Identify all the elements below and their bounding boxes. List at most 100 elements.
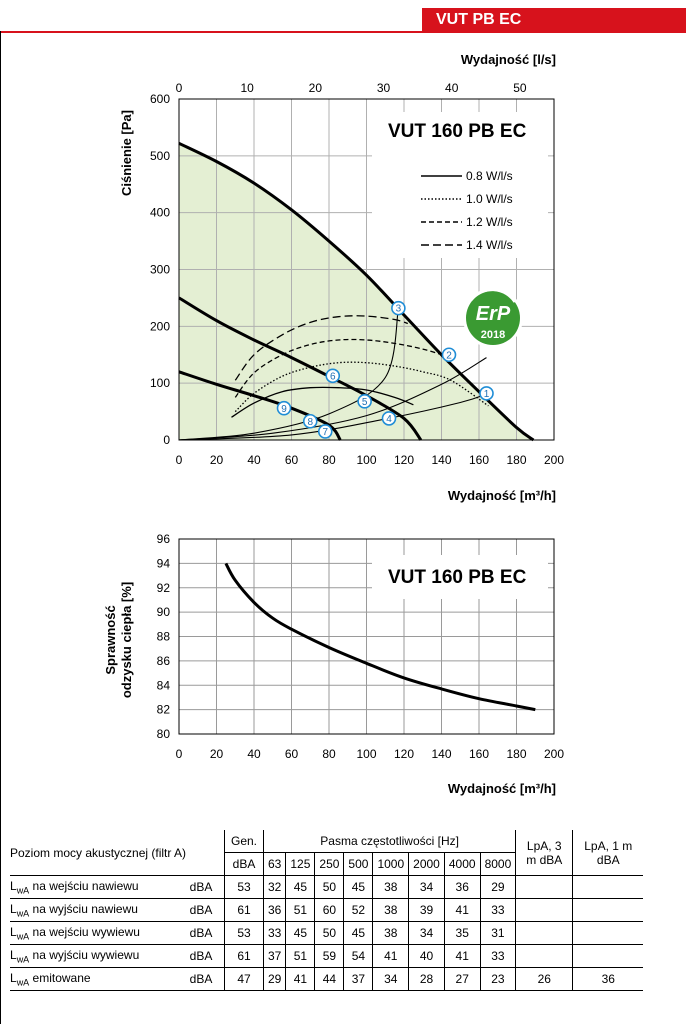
- acoustic-table: Poziom mocy akustycznej (filtr A) Gen. P…: [10, 830, 644, 991]
- x-tick-label: 20: [210, 453, 224, 467]
- lpa1-value: [572, 875, 644, 899]
- row-label: LwA na wyjściu nawiewu: [10, 898, 178, 922]
- band-value: 45: [343, 875, 374, 899]
- efficiency-chart-y-ticks: 80 82 84 86 88 90 92 94 96: [157, 532, 171, 741]
- y-tick-label: 82: [157, 703, 171, 717]
- band-value: 54: [343, 944, 374, 968]
- x-tick-label: 180: [506, 453, 526, 467]
- fan-curve: [178, 370, 342, 441]
- sfp-curves: [231, 315, 489, 418]
- band-value: 51: [285, 898, 316, 922]
- band-value: 52: [343, 898, 374, 922]
- row-unit: dBA: [178, 944, 225, 968]
- lpa3-value: [515, 898, 574, 922]
- band-value: 50: [314, 921, 345, 945]
- band-value: 29: [480, 875, 517, 899]
- operating-point: 3: [391, 300, 406, 316]
- gen-value: 47: [224, 967, 264, 991]
- top-tick-label: 20: [309, 81, 323, 95]
- gen-value: 53: [224, 875, 264, 899]
- top-tick-label: 50: [513, 81, 527, 95]
- lpa1-value: [572, 898, 644, 922]
- y-tick-label: 0: [163, 433, 170, 447]
- efficiency-chart-xlabel: Wydajność [m³/h]: [448, 781, 556, 796]
- band-header: 2000: [408, 852, 445, 876]
- operating-point-marker: [302, 413, 318, 429]
- operating-point-marker: [441, 347, 457, 363]
- x-tick-label: 160: [469, 747, 489, 761]
- y-tick-label: 100: [150, 376, 170, 390]
- gen-value: 61: [224, 944, 264, 968]
- table-row: LwA na wejściu wywiewu dBA 53 33 45 50 45 38 34 3…: [10, 921, 644, 945]
- legend: 0.8 W/l/s 1.0 W/l/s 1.2 W/l/s 1.4 W/l/s: [421, 169, 513, 252]
- efficiency-chart-x-ticks: 0 20 40 60 80 100 120 140 160 180 200: [176, 747, 565, 761]
- gen-value: 61: [224, 898, 264, 922]
- lpa3-value: [515, 921, 574, 945]
- legend-label: 1.0 W/l/s: [466, 192, 513, 206]
- band-value: 41: [444, 944, 481, 968]
- erp-badge-year: 2018: [481, 329, 505, 341]
- x-tick-label: 180: [506, 747, 526, 761]
- row-unit: dBA: [178, 898, 225, 922]
- x-tick-label: 0: [176, 453, 183, 467]
- band-value: 38: [372, 875, 410, 899]
- lpa3-header: LpA, 3 m dBA: [515, 830, 574, 876]
- band-value: 33: [480, 944, 517, 968]
- band-value: 33: [263, 921, 287, 945]
- band-header: 8000: [480, 852, 517, 876]
- x-tick-label: 80: [322, 747, 336, 761]
- operating-point-marker: [381, 411, 397, 426]
- lpa3-value: 26: [515, 967, 574, 991]
- page-left-rule: [0, 31, 1, 1024]
- table-row: LwA na wyjściu nawiewu dBA 61 36 51 60 52 38 39 4…: [10, 898, 644, 922]
- pressure-chart-top-xlabel: Wydajność [l/s]: [461, 52, 556, 67]
- efficiency-curve: [224, 562, 536, 712]
- erp-badge-label: ErP: [476, 303, 511, 325]
- table-row: LwA na wyjściu wywiewu dBA 61 37 51 59 54 41 40 4…: [10, 944, 644, 968]
- band-header: 500: [343, 852, 374, 876]
- band-value: 45: [285, 921, 316, 945]
- band-value: 41: [444, 898, 481, 922]
- pressure-chart-title: VUT 160 PB EC: [388, 121, 527, 142]
- top-tick-label: 0: [176, 81, 183, 95]
- y-tick-label: 92: [157, 581, 171, 595]
- band-value: 31: [480, 921, 517, 945]
- operating-point: 6: [325, 368, 341, 384]
- operating-point: 2: [441, 347, 457, 363]
- erp-badge: ErP 2018: [463, 288, 523, 348]
- gen-unit: dBA: [224, 852, 264, 876]
- x-tick-label: 100: [356, 747, 376, 761]
- operating-point-marker: [276, 400, 292, 416]
- efficiency-chart-title: VUT 160 PB EC: [388, 567, 527, 588]
- y-tick-label: 500: [150, 149, 170, 163]
- table-row: LwA na wejściu nawiewu dBA 53 32 45 50 45 38 34 3…: [10, 875, 644, 899]
- y-tick-label: 600: [150, 92, 170, 106]
- pressure-chart-x-ticks: 0 20 40 60 80 100 120 140 160 180 200: [176, 453, 565, 467]
- efficiency-chart-ylabel-1: Sprawność: [103, 605, 118, 674]
- sfp-curve: [234, 361, 489, 413]
- efficiency-title-box: [372, 555, 548, 599]
- fan-curves: [178, 141, 535, 442]
- table-row: LwA emitowane dBA 47 29 41 44 37 34 28 27 23 26 36: [10, 967, 644, 991]
- top-tick-label: 40: [445, 81, 459, 95]
- operating-point: 1: [479, 386, 494, 401]
- band-value: 51: [285, 944, 316, 968]
- x-tick-label: 20: [210, 747, 224, 761]
- band-value: 33: [480, 898, 517, 922]
- row-unit: dBA: [178, 875, 225, 899]
- y-tick-label: 96: [157, 532, 171, 546]
- fan-curve: [178, 141, 535, 442]
- lpa1-value: [572, 944, 644, 968]
- x-tick-label: 140: [431, 747, 451, 761]
- y-tick-label: 88: [157, 630, 171, 644]
- x-tick-label: 40: [247, 453, 261, 467]
- row-label: LwA na wyjściu wywiewu: [10, 944, 178, 968]
- band-value: 38: [372, 921, 410, 945]
- operating-point-marker: [357, 394, 372, 409]
- row-unit: dBA: [178, 921, 225, 945]
- pressure-chart-frame: [178, 98, 555, 441]
- y-tick-label: 84: [157, 678, 171, 692]
- operating-point: 8: [302, 413, 318, 429]
- legend-label: 1.2 W/l/s: [466, 215, 513, 229]
- operating-point-label: 6: [330, 371, 336, 382]
